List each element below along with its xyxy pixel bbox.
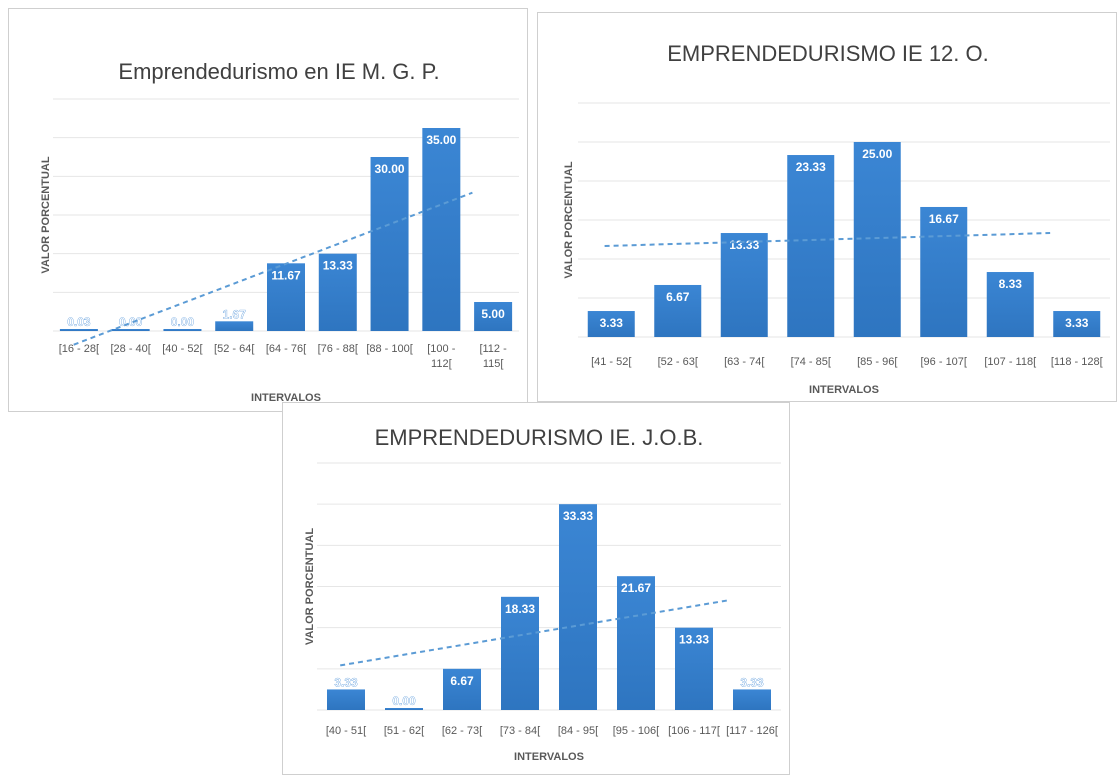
- top-caption-strip: [0, 0, 1118, 6]
- data-label: 13.33: [323, 259, 353, 273]
- y-axis-label: VALOR PORCENTUAL: [563, 161, 575, 278]
- x-tick-label: [88 - 100[: [366, 343, 412, 355]
- bar: [617, 576, 655, 710]
- data-label: 21.67: [621, 581, 651, 595]
- chart-title: EMPRENDEDURISMO IE 12. O.: [667, 41, 989, 66]
- x-tick-label: [52 - 63[: [658, 356, 698, 368]
- trendline: [340, 599, 729, 667]
- bar: [853, 142, 901, 337]
- data-label: 6.67: [450, 674, 474, 688]
- data-label: 13.33: [679, 633, 709, 647]
- bar: [163, 329, 202, 331]
- bar: [654, 284, 702, 337]
- data-label: 3.33: [600, 316, 624, 330]
- bar: [327, 689, 365, 710]
- bar: [986, 272, 1034, 337]
- data-label: 5.00: [481, 307, 505, 321]
- data-label: 0.00: [392, 694, 416, 708]
- x-tick-label: [118 - 128[: [1051, 356, 1103, 368]
- x-tick-label: [95 - 106[: [613, 725, 659, 737]
- bar: [733, 689, 771, 710]
- data-label: 0.00: [171, 315, 195, 329]
- x-tick-label: [62 - 73[: [442, 725, 482, 737]
- data-label: 0.03: [67, 315, 91, 329]
- x-axis-label: INTERVALOS: [514, 751, 584, 763]
- data-label: 11.67: [271, 268, 301, 282]
- x-axis-label: INTERVALOS: [251, 392, 321, 404]
- data-label: 23.33: [796, 160, 826, 174]
- bar: [370, 157, 409, 331]
- x-tick-label: [106 - 117[: [668, 725, 720, 737]
- x-tick-label: [40 - 51[: [326, 725, 366, 737]
- bar: [422, 128, 461, 331]
- bar: [385, 708, 423, 710]
- bar: [787, 155, 835, 337]
- bar: [318, 253, 357, 331]
- bar: [111, 329, 150, 331]
- y-axis-label: VALOR PORCENTUAL: [40, 156, 52, 273]
- trendline: [604, 232, 1051, 248]
- data-label: 35.00: [426, 133, 456, 147]
- x-tick-label: [100 -: [427, 343, 455, 355]
- bar: [474, 302, 513, 331]
- bar: [675, 627, 713, 710]
- data-label: 16.67: [929, 212, 959, 226]
- x-tick-label: [73 - 84[: [500, 725, 540, 737]
- data-label: 6.67: [666, 290, 690, 304]
- x-tick-label: [40 - 52[: [162, 343, 202, 355]
- bar: [443, 668, 481, 710]
- x-tick-label: [52 - 64[: [214, 343, 254, 355]
- x-tick-label: [74 - 85[: [791, 356, 831, 368]
- bar: [215, 321, 254, 331]
- chart-12o: EMPRENDEDURISMO IE 12. O. VALOR PORCENTUA…: [563, 41, 1110, 396]
- chart-panel-job: EMPRENDEDURISMO IE. J.O.B. VALOR PORCENTU…: [282, 402, 790, 775]
- x-tick-label: 115[: [483, 358, 504, 370]
- bar: [587, 311, 635, 337]
- data-label: 0.00: [119, 315, 143, 329]
- x-tick-label: [41 - 52[: [591, 356, 631, 368]
- chart-panel-mgp: Emprendedurismo en IE M. G. P. VALOR PORC…: [8, 8, 528, 412]
- x-tick-label: [16 - 28[: [59, 343, 99, 355]
- data-label: 30.00: [375, 162, 405, 176]
- data-label: 25.00: [862, 147, 892, 161]
- data-label: 3.33: [740, 675, 764, 689]
- bar: [920, 206, 968, 337]
- data-label: 13.33: [729, 238, 759, 252]
- data-label: 3.33: [334, 675, 358, 689]
- trendline: [73, 191, 473, 346]
- x-tick-label: [63 - 74[: [724, 356, 764, 368]
- data-label: 33.33: [563, 509, 593, 523]
- bar: [720, 233, 768, 337]
- x-tick-label: [84 - 95[: [558, 725, 598, 737]
- x-tick-label: [112 -: [479, 343, 507, 355]
- x-tick-label: [107 - 118[: [984, 356, 1036, 368]
- x-tick-label: [76 - 88[: [318, 343, 358, 355]
- x-tick-label: [96 - 107[: [921, 356, 967, 368]
- x-tick-label: [64 - 76[: [266, 343, 306, 355]
- data-label: 3.33: [1065, 316, 1089, 330]
- x-tick-label: 112[: [431, 358, 452, 370]
- bar: [1053, 311, 1101, 337]
- x-axis-label: INTERVALOS: [809, 384, 879, 396]
- bar: [501, 596, 539, 710]
- chart-panel-12o: EMPRENDEDURISMO IE 12. O. VALOR PORCENTUA…: [537, 12, 1117, 402]
- chart-mgp: Emprendedurismo en IE M. G. P. VALOR PORC…: [40, 59, 519, 404]
- chart-title: EMPRENDEDURISMO IE. J.O.B.: [375, 425, 704, 450]
- bar: [559, 504, 597, 710]
- x-tick-label: [117 - 126[: [726, 725, 778, 737]
- x-tick-label: [85 - 96[: [857, 356, 897, 368]
- data-label: 18.33: [505, 602, 535, 616]
- y-axis-label: VALOR PORCENTUAL: [304, 528, 316, 645]
- bar: [267, 263, 305, 331]
- x-tick-label: [28 - 40[: [110, 343, 150, 355]
- x-tick-label: [51 - 62[: [384, 725, 424, 737]
- chart-title: Emprendedurismo en IE M. G. P.: [118, 59, 439, 84]
- bar: [59, 329, 98, 331]
- chart-job: EMPRENDEDURISMO IE. J.O.B. VALOR PORCENTU…: [304, 425, 781, 763]
- data-label: 8.33: [999, 277, 1023, 291]
- data-label: 1.67: [223, 307, 247, 321]
